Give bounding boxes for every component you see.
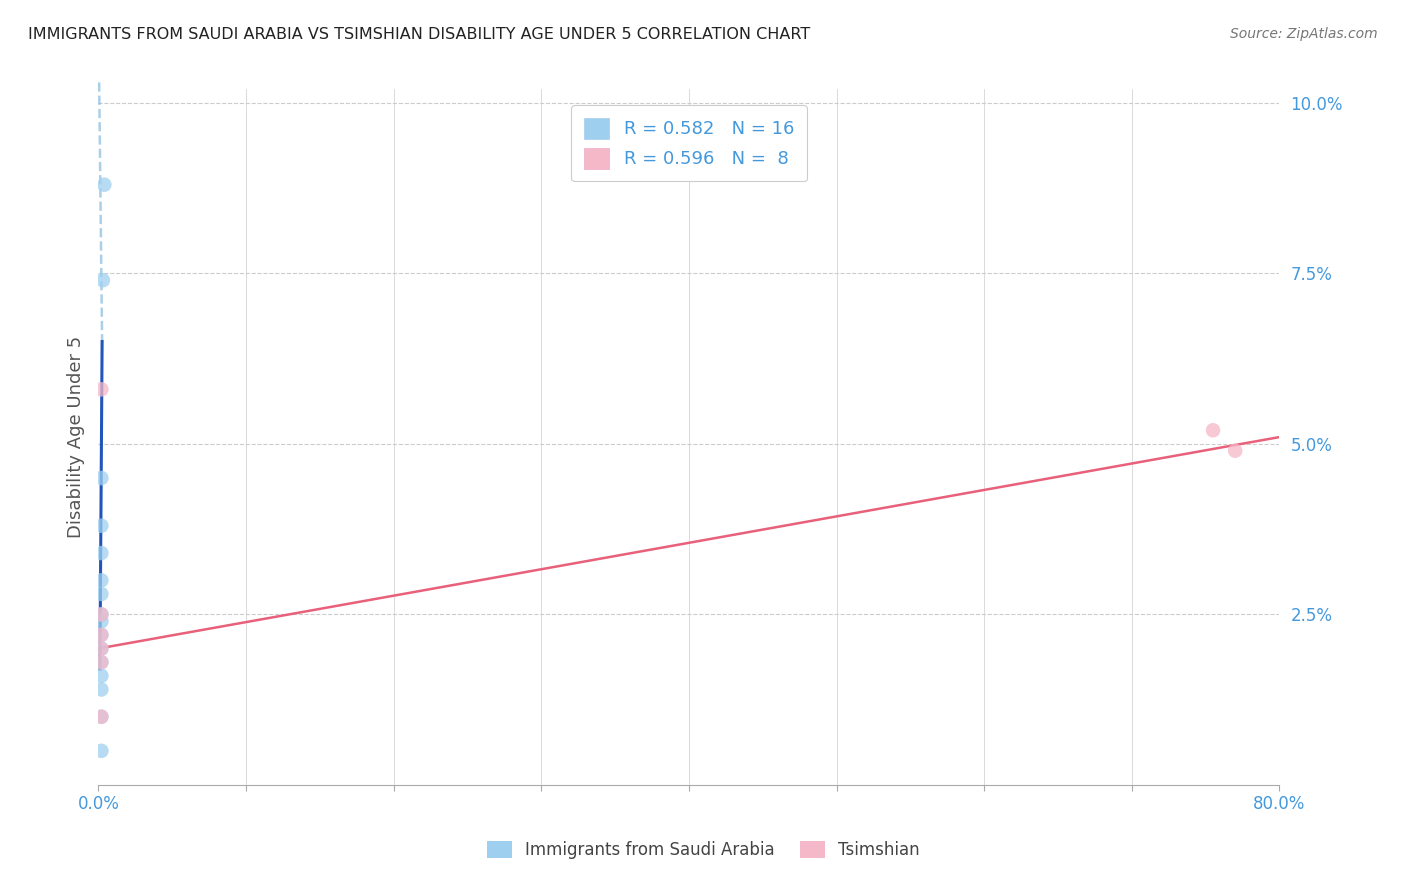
Text: Source: ZipAtlas.com: Source: ZipAtlas.com [1230,27,1378,41]
Point [90,655,112,669]
Point [1223,443,1246,458]
Point [90,607,112,622]
Point [90,641,112,656]
Point [90,587,112,601]
Point [1202,423,1225,437]
Point [90,628,112,642]
Point [90,614,112,628]
Point [93,178,115,192]
Point [90,682,112,697]
Point [90,655,112,669]
Point [90,607,112,622]
Point [90,744,112,758]
Point [91,273,114,287]
Point [90,710,112,724]
Legend: R = 0.582   N = 16, R = 0.596   N =  8: R = 0.582 N = 16, R = 0.596 N = 8 [571,105,807,181]
Point [90,574,112,588]
Point [90,641,112,656]
Point [90,710,112,724]
Point [90,546,112,560]
Point [90,518,112,533]
Point [90,471,112,485]
Point [90,382,112,396]
Point [90,669,112,683]
Legend: Immigrants from Saudi Arabia, Tsimshian: Immigrants from Saudi Arabia, Tsimshian [479,834,927,866]
Text: IMMIGRANTS FROM SAUDI ARABIA VS TSIMSHIAN DISABILITY AGE UNDER 5 CORRELATION CHA: IMMIGRANTS FROM SAUDI ARABIA VS TSIMSHIA… [28,27,810,42]
Y-axis label: Disability Age Under 5: Disability Age Under 5 [66,336,84,538]
Point [90,628,112,642]
